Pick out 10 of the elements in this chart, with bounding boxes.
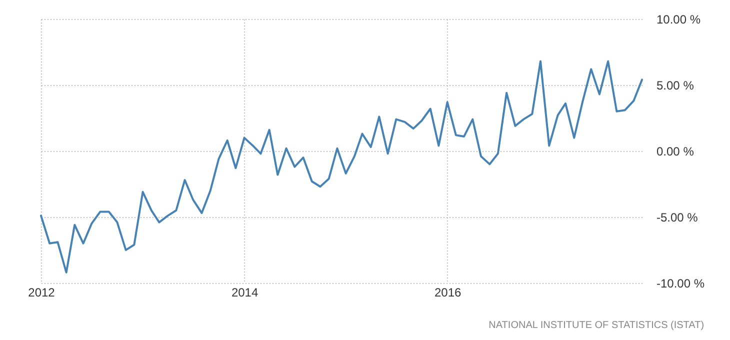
- text: NATIONAL INSTITUTE OF STATISTICS (ISTAT): [488, 320, 704, 331]
- y-tick-label: -5.00 %: [656, 210, 698, 224]
- x-tick-label: 2014: [231, 286, 258, 300]
- y-tick-label: 10.00 %: [656, 12, 701, 26]
- line-series: [40, 60, 643, 274]
- y-tick-label: 5.00 %: [656, 78, 694, 92]
- y-tick-label: 0.00 %: [656, 144, 694, 158]
- y-tick-label: -10.00 %: [656, 276, 705, 290]
- x-tick-label: 2012: [28, 286, 56, 300]
- x-tick-label: 2016: [434, 286, 462, 300]
